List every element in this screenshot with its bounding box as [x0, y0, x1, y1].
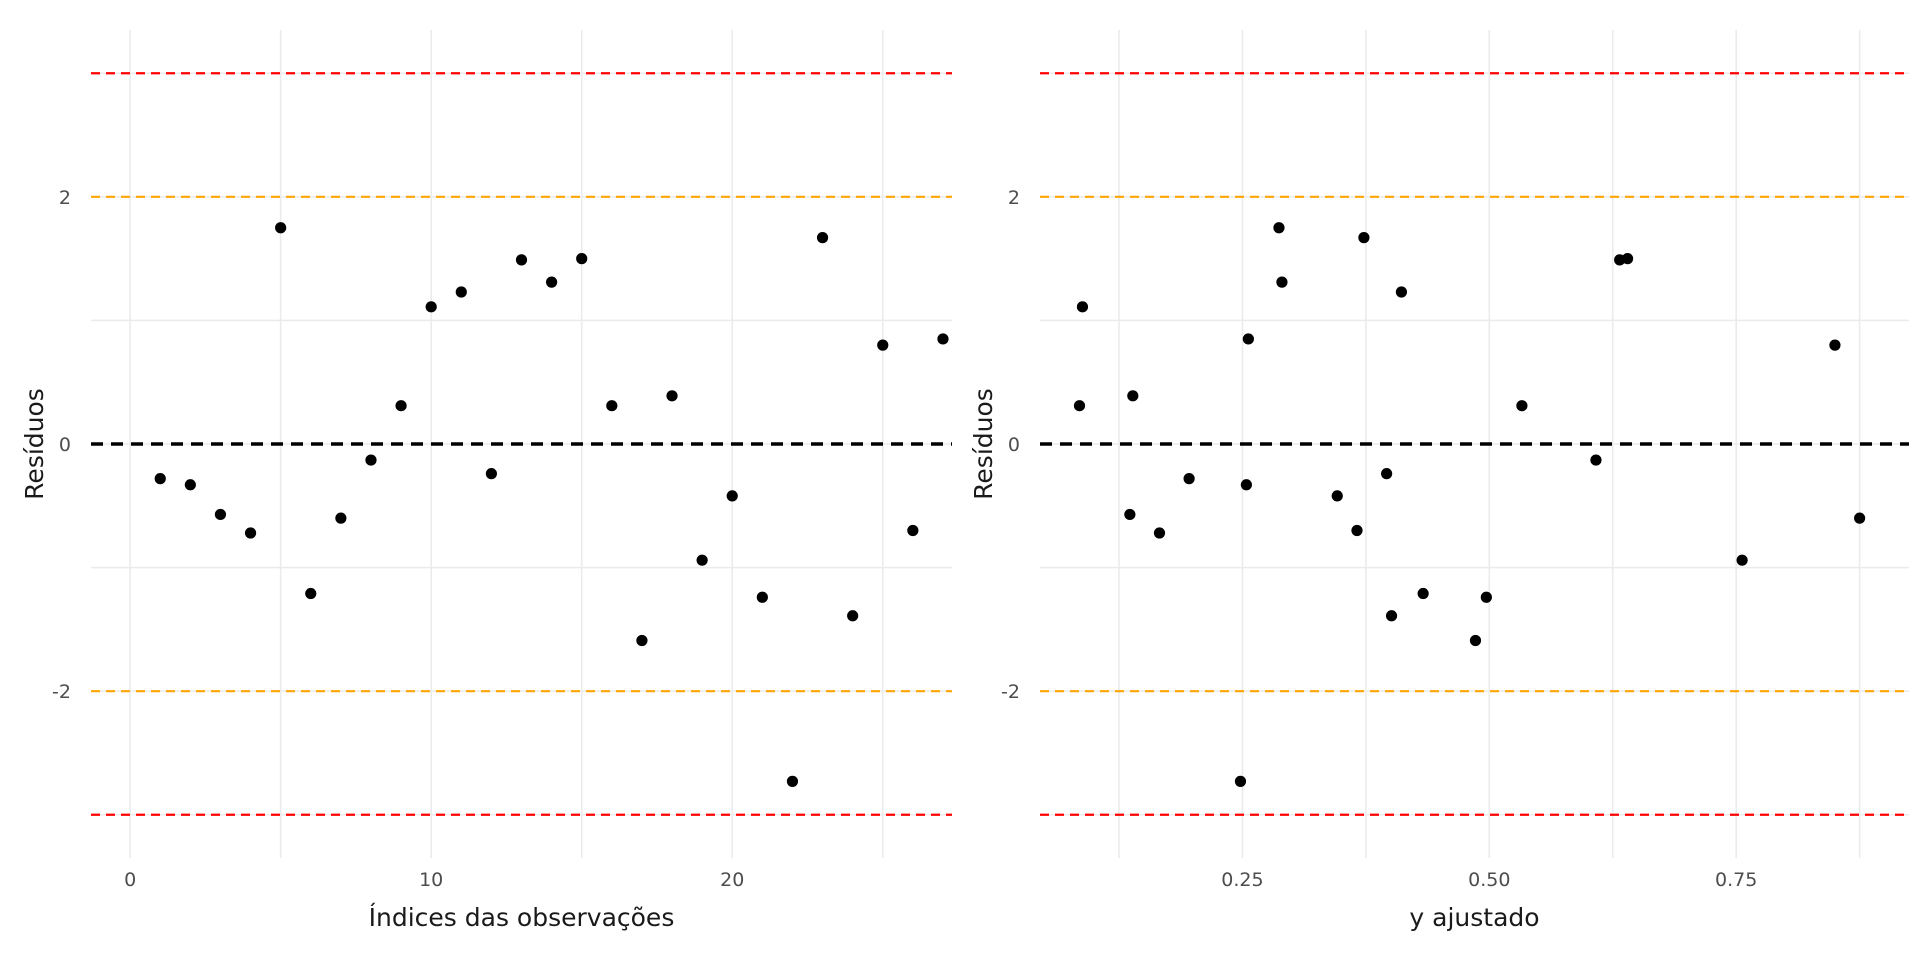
data-point: [184, 479, 196, 491]
data-point: [335, 512, 347, 524]
data-point: [1385, 610, 1398, 622]
data-point: [485, 468, 497, 480]
data-point: [1480, 591, 1492, 603]
data-point: [546, 276, 558, 288]
y-tick-label: 0: [1008, 434, 1020, 456]
data-point: [786, 775, 799, 787]
data-point: [756, 591, 768, 603]
data-point: [726, 490, 738, 502]
data-point: [425, 301, 437, 313]
x-axis-title: Índices das observações: [369, 903, 675, 932]
x-tick-label: 20: [720, 869, 744, 891]
data-point: [576, 253, 588, 265]
data-point: [606, 400, 618, 412]
y-tick-label: 2: [59, 187, 71, 209]
data-point: [1076, 301, 1089, 313]
data-point: [696, 554, 708, 566]
y-tick-label: -2: [52, 681, 71, 703]
y-axis-title: Resíduos: [20, 388, 49, 500]
panel-1: 0 10 20 -2 0 2 Índices das observações Resíduos: [20, 30, 952, 932]
data-point: [1153, 527, 1166, 539]
data-point: [154, 473, 166, 485]
data-point: [1273, 222, 1285, 234]
data-point: [1351, 524, 1363, 537]
y-tick-label: -2: [1001, 681, 1020, 703]
data-point: [666, 390, 678, 402]
data-point: [515, 254, 528, 266]
data-point: [877, 339, 889, 351]
data-point: [455, 286, 467, 298]
data-point: [1234, 775, 1247, 787]
data-point: [1395, 286, 1408, 298]
x-tick-label: 0: [124, 869, 136, 891]
data-point: [1621, 253, 1634, 265]
x-tick-label: 0.50: [1468, 869, 1510, 891]
x-tick-label: 10: [419, 869, 443, 891]
x-tick-label: 0.25: [1221, 869, 1263, 891]
data-point: [1127, 390, 1139, 402]
data-point: [1469, 634, 1482, 647]
y-tick-label: 2: [1008, 187, 1020, 209]
panel-2: 0.25 0.50 0.75 -2 0 2 y ajustado Resíduos: [969, 30, 1909, 932]
data-point: [1381, 468, 1393, 480]
data-point: [1240, 479, 1252, 491]
data-point: [1358, 232, 1370, 244]
data-point: [1276, 276, 1288, 288]
data-point: [1331, 490, 1343, 502]
data-point: [636, 634, 648, 647]
data-point: [937, 333, 949, 345]
x-tick-label: 0.75: [1715, 869, 1757, 891]
data-point: [365, 454, 377, 466]
data-point: [244, 527, 257, 539]
data-point: [907, 524, 919, 537]
data-point: [305, 587, 317, 600]
data-point: [395, 400, 407, 412]
data-point: [1124, 508, 1136, 521]
data-point: [1736, 554, 1748, 566]
data-point: [1183, 473, 1195, 485]
data-point: [1073, 400, 1086, 412]
data-point: [1590, 454, 1602, 466]
data-point: [1242, 333, 1254, 345]
data-point: [275, 222, 287, 234]
data-point: [1854, 512, 1866, 524]
data-point: [816, 232, 829, 244]
data-point: [847, 610, 859, 622]
y-tick-label: 0: [59, 434, 71, 456]
y-axis-title: Resíduos: [969, 388, 998, 500]
data-point: [1829, 339, 1841, 351]
data-point: [214, 508, 227, 521]
data-point: [1417, 587, 1429, 600]
data-point: [1516, 400, 1528, 412]
x-axis-title: y ajustado: [1409, 903, 1539, 932]
